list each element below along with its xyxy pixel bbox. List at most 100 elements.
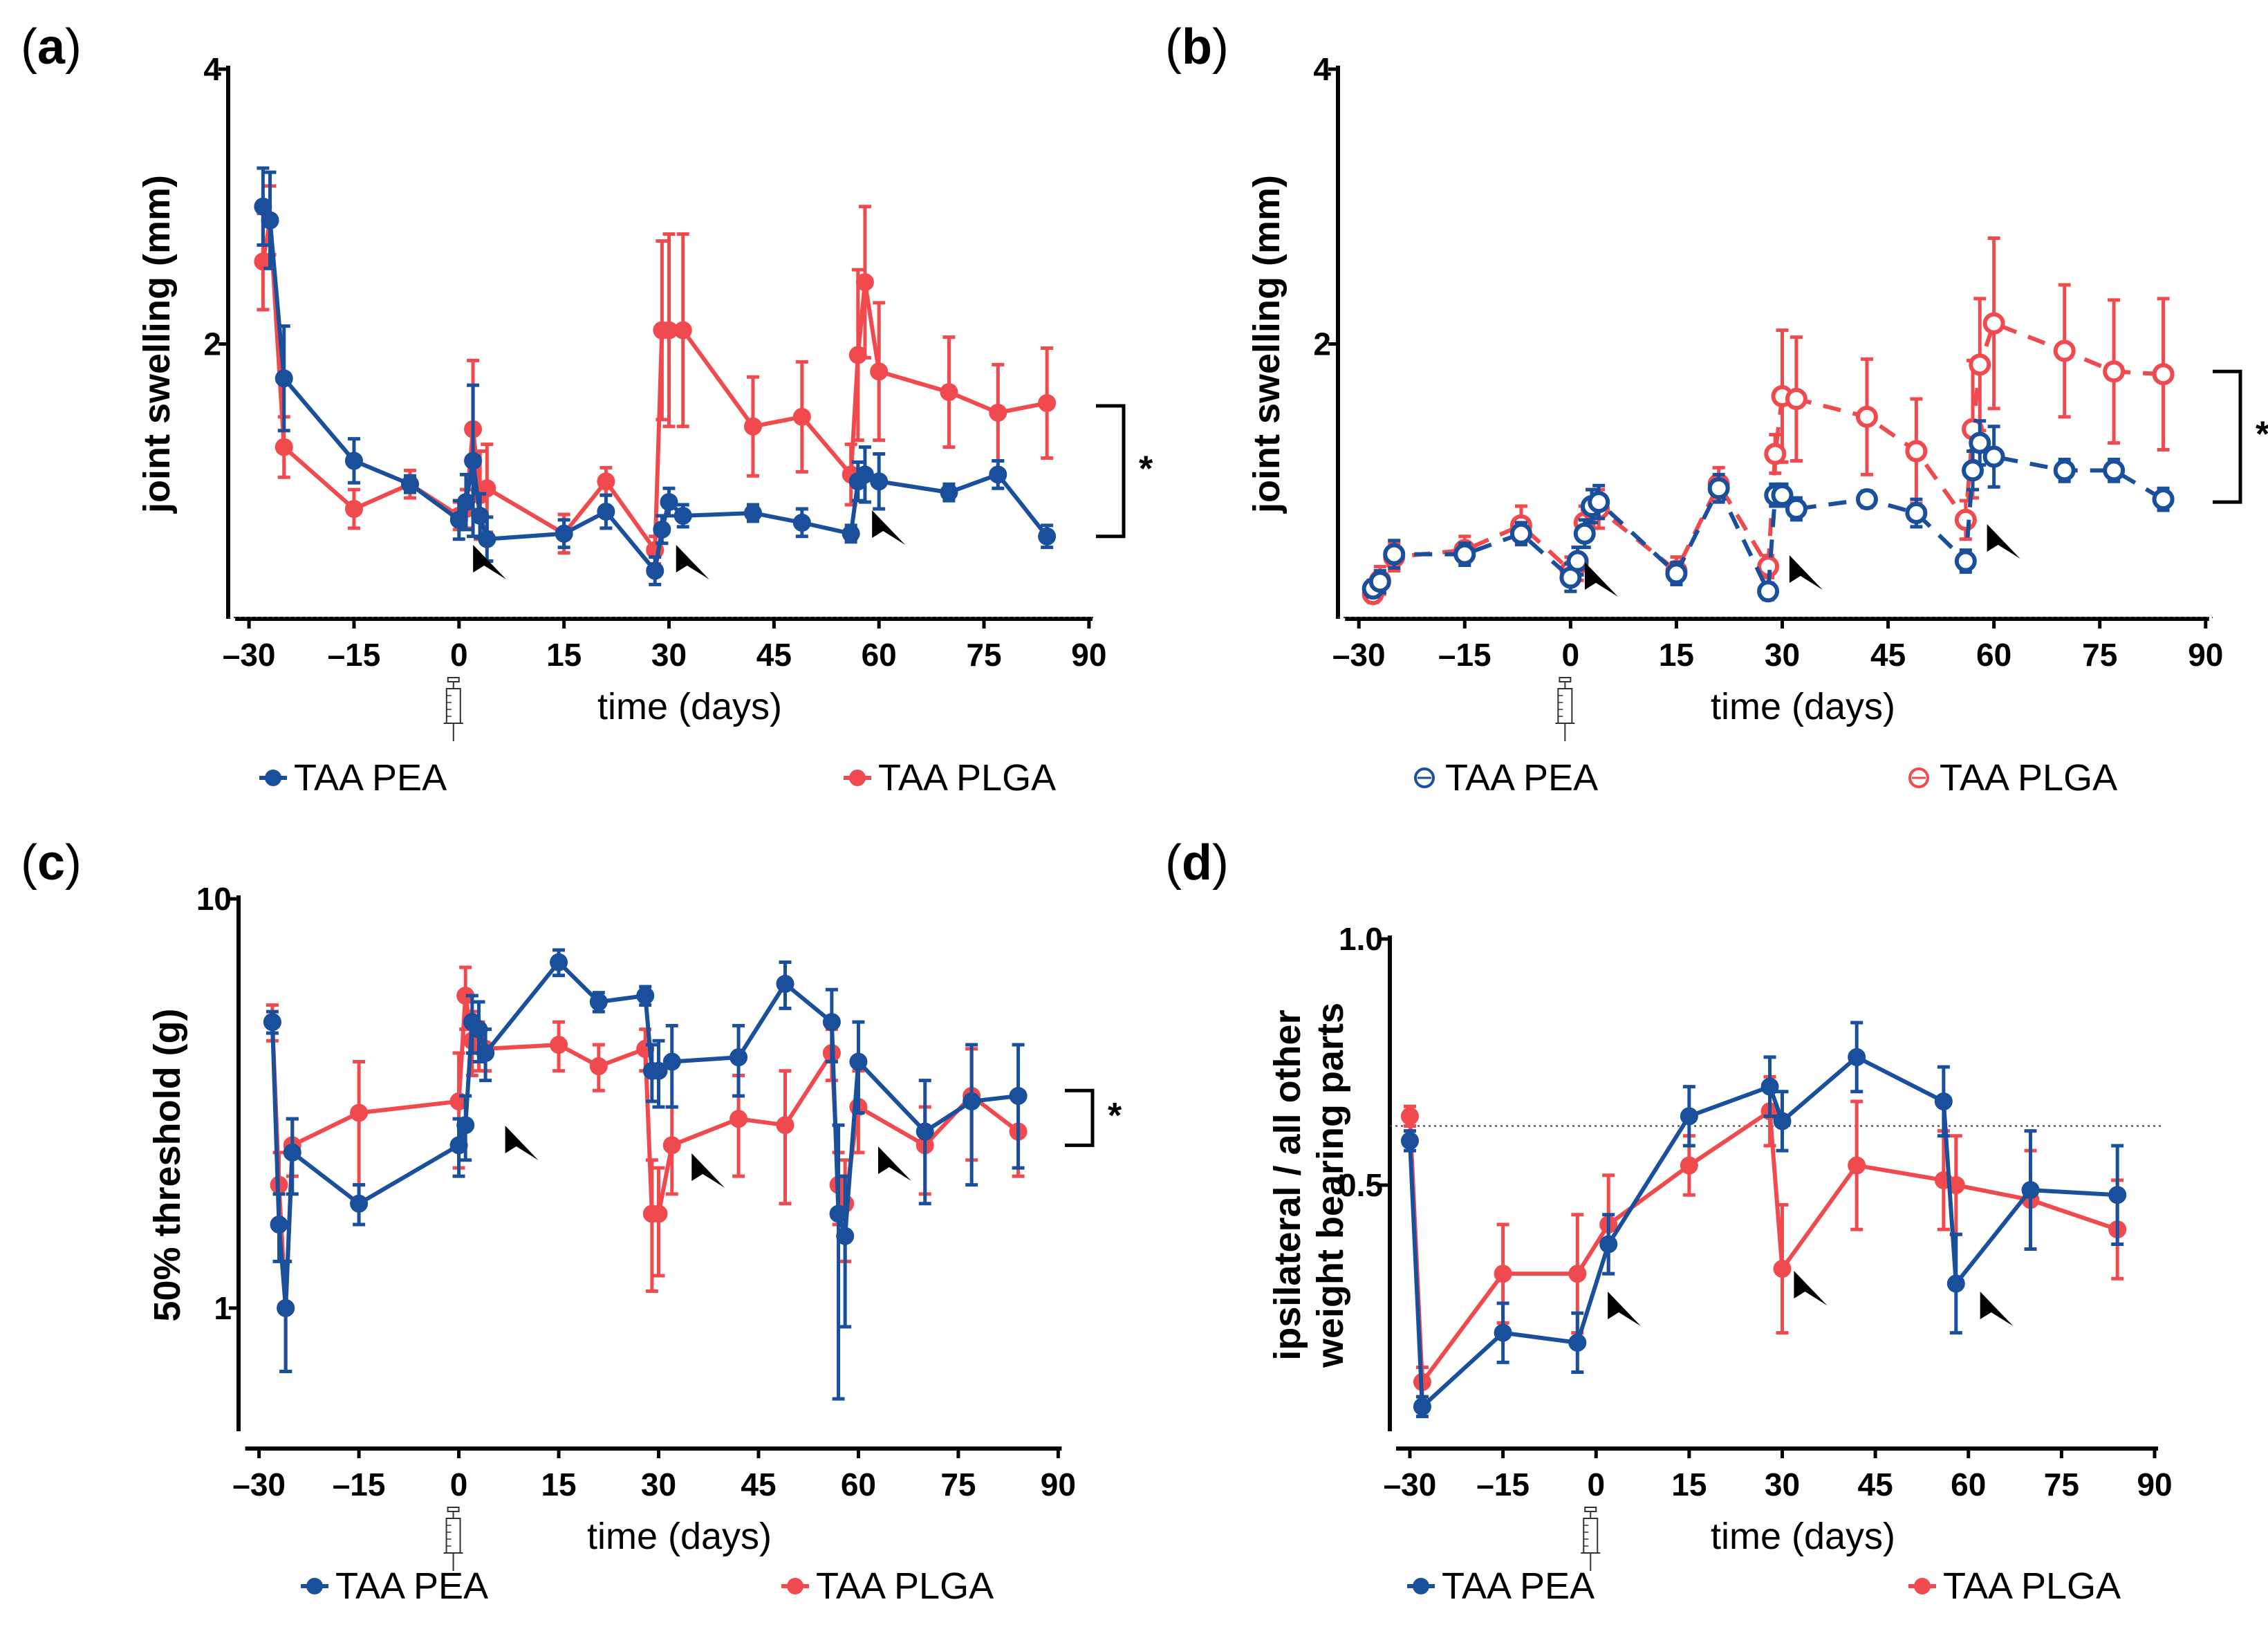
arrowhead-icon (1980, 1292, 2014, 1326)
data-point (1773, 1112, 1792, 1130)
data-point (261, 211, 279, 230)
data-point (829, 1204, 848, 1223)
data-point (464, 452, 483, 470)
data-point (471, 506, 490, 525)
data-point (275, 438, 293, 456)
data-point (836, 1227, 855, 1245)
syringe-plunger-cap (447, 677, 460, 682)
panel-letter-close: ) (1212, 835, 1229, 891)
arrowhead-icon (1794, 1271, 1828, 1305)
data-point (1773, 1260, 1792, 1278)
data-point (848, 346, 867, 364)
legend-marker (849, 770, 866, 786)
legend-marker (1914, 1578, 1931, 1594)
series-pea (1361, 419, 2175, 603)
y-tick-label: 4 (203, 51, 221, 87)
data-point (1946, 1274, 1965, 1293)
data-point (792, 407, 811, 426)
x-tick-label: 60 (841, 1467, 876, 1502)
data-point (1568, 1265, 1587, 1283)
y-tick-label: 1.0 (1339, 921, 1383, 957)
data-point (855, 273, 874, 292)
x-tick-label: 30 (651, 637, 687, 673)
y-axis-title: 50% threshold (g) (147, 1008, 188, 1321)
data-point (1771, 484, 1794, 507)
y-axis-title: ipsilateral / all otherweight bearing pa… (1267, 1003, 1351, 1368)
syringe-plunger-cap (447, 1507, 460, 1512)
data-point (589, 1057, 608, 1076)
data-point (673, 321, 692, 339)
y-axis-title-line: joint swelling (mm) (136, 175, 178, 514)
legend-label: TAA PLGA (1943, 1565, 2121, 1607)
arrowhead-icon (872, 510, 906, 545)
legend-label: TAA PEA (1445, 757, 1598, 799)
significance-bracket (1065, 1088, 1095, 1147)
legend-label: TAA PLGA (1940, 757, 2117, 799)
data-point (449, 510, 468, 529)
data-point (1954, 550, 1977, 573)
data-point (1038, 527, 1057, 546)
legend-label: TAA PEA (1442, 1565, 1595, 1607)
data-point (449, 1136, 468, 1155)
data-point (1588, 491, 1610, 514)
data-point (597, 472, 615, 491)
data-point (649, 1204, 668, 1223)
data-point (1368, 570, 1391, 593)
y-tick-label: 4 (1313, 51, 1331, 87)
data-point (915, 1122, 934, 1141)
x-tick-label: 60 (862, 637, 897, 673)
x-axis-title: time (days) (1711, 1516, 1895, 1557)
arrowhead-icon (1584, 562, 1618, 597)
x-tick-label: 45 (756, 637, 792, 673)
panel-letter-char: c (37, 835, 65, 891)
significance-bracket (1096, 404, 1126, 539)
data-point (743, 417, 762, 436)
y-tick-label: 10 (196, 881, 232, 917)
legend-marker (787, 1578, 803, 1594)
panel-letter-open: ( (1165, 19, 1182, 75)
data-point (870, 472, 889, 491)
x-tick-label: –15 (328, 637, 381, 673)
data-point (1934, 1092, 1953, 1110)
data-point (350, 1194, 369, 1213)
data-point (1413, 1397, 1431, 1416)
x-tick-label: 90 (1071, 637, 1106, 673)
legend-label: TAA PEA (294, 757, 447, 799)
significance-star: * (1139, 449, 1153, 489)
x-tick-label: 60 (1951, 1467, 1986, 1502)
panel-letter-char: d (1182, 835, 1212, 891)
data-point (2053, 339, 2076, 362)
panel-a: (a) 4 2 joint swelling (mm) –30 –15 0 15 30 45 60 7… (21, 19, 1153, 799)
data-point (1680, 1107, 1698, 1126)
data-point (1757, 580, 1780, 603)
y-axis-title: joint swelling (mm) (136, 175, 178, 514)
data-point (649, 1061, 668, 1080)
data-point (842, 524, 860, 543)
data-point (456, 1116, 475, 1135)
y-tick-label: 2 (203, 326, 221, 362)
data-point (1982, 445, 2005, 468)
syringe-icon (1581, 1507, 1601, 1571)
data-point (662, 1052, 681, 1071)
y-tick-label: 0.5 (1339, 1167, 1383, 1203)
series-plga (1400, 1074, 2127, 1399)
data-point (636, 987, 655, 1005)
data-point (400, 475, 419, 494)
x-tick-label: 90 (1041, 1467, 1076, 1502)
arrowhead-icon (505, 1126, 539, 1160)
panel-letter-open: ( (21, 835, 37, 891)
data-point (729, 1048, 748, 1067)
x-tick-label: 45 (741, 1467, 776, 1502)
data-point (270, 1216, 288, 1234)
data-point (1599, 1235, 1618, 1254)
data-point (1494, 1265, 1512, 1283)
data-point (1905, 501, 1928, 524)
data-point (1962, 459, 1984, 482)
x-tick-label: 45 (1870, 637, 1906, 673)
data-point (1680, 1156, 1698, 1175)
data-point (283, 1143, 301, 1162)
legend-label: TAA PLGA (878, 757, 1056, 799)
x-axis-title: time (days) (597, 686, 782, 727)
x-tick-label: 0 (1587, 1467, 1605, 1502)
